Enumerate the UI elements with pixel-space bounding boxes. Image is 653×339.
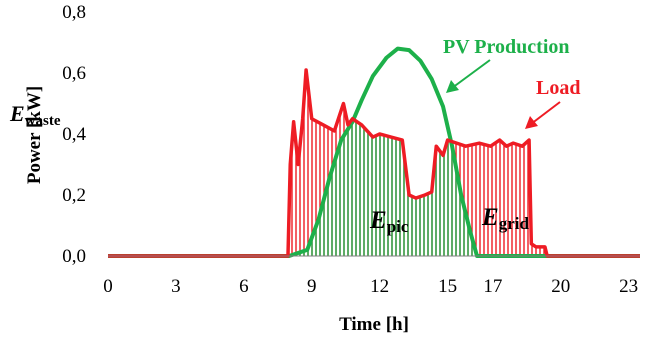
x-axis-tick-labels: 0 3 6 9 12 15 17 20 23 (103, 276, 638, 297)
y-tick-label: 0,0 (62, 246, 86, 267)
x-tick-label: 15 (438, 276, 457, 297)
load-arrowhead (525, 116, 538, 129)
load-annotation: Load (536, 77, 580, 99)
x-tick-label: 0 (103, 276, 113, 297)
x-tick-label: 20 (551, 276, 570, 297)
y-axis-tick-labels: 0,0 0,2 0,4 0,6 0,8 (62, 2, 86, 267)
x-tick-label: 12 (370, 276, 389, 297)
x-tick-label: 17 (483, 276, 502, 297)
e-waste-sub: waste (25, 113, 61, 129)
x-tick-label: 23 (619, 276, 638, 297)
series-line-load (108, 68, 640, 258)
x-tick-label: 6 (239, 276, 249, 297)
e-pic-sub: pic (387, 217, 409, 236)
y-tick-label: 0,2 (62, 185, 86, 206)
load-arrow (530, 101, 561, 125)
y-tick-label: 0,8 (62, 2, 86, 23)
e-waste-label: Ewaste (9, 101, 61, 129)
y-tick-label: 0,6 (62, 63, 86, 84)
x-tick-label: 3 (171, 276, 181, 297)
e-grid-main: E (481, 204, 499, 231)
e-pic-label: Epic (369, 207, 409, 236)
e-waste-main: E (9, 101, 25, 126)
series-line-pv-production (108, 46, 640, 258)
x-axis-title: Time [h] (339, 314, 409, 335)
e-grid-sub: grid (499, 214, 530, 233)
e-pic-main: E (369, 207, 387, 234)
y-axis-title: Power [kW] (24, 86, 45, 184)
pv-production-annotation: PV Production (443, 36, 570, 58)
y-tick-label: 0,4 (62, 124, 86, 145)
pv-production-arrowhead (446, 80, 459, 93)
pv-production-arrow (451, 59, 491, 89)
e-grid-label: Egrid (481, 204, 529, 233)
x-tick-label: 9 (307, 276, 317, 297)
